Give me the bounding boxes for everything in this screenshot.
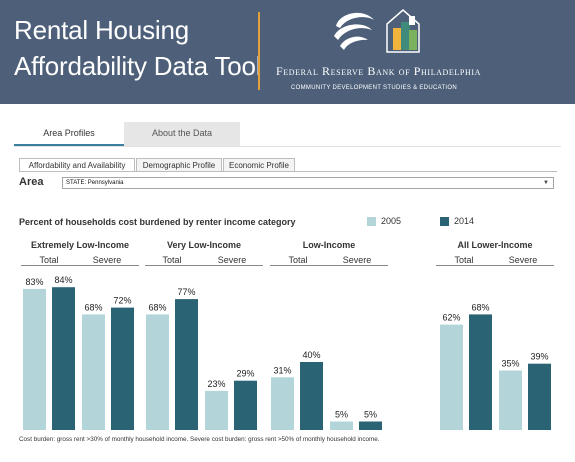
bar-2005-severe bbox=[205, 390, 228, 430]
bar-2005-severe bbox=[330, 421, 353, 430]
bar-2005-total bbox=[23, 288, 46, 430]
bar-value-label: 5% bbox=[335, 410, 348, 420]
legend-label-2005: 2005 bbox=[381, 216, 402, 226]
footnote: Cost burden: gross rent >30% of monthly … bbox=[19, 436, 380, 443]
app-title-line2: Affordability Data Tool bbox=[14, 51, 262, 81]
tab-about-the-data[interactable]: About the Data bbox=[124, 122, 240, 146]
community-development-logo-icon bbox=[386, 9, 420, 53]
column-label-total: Total bbox=[162, 255, 182, 265]
bar-2005-severe bbox=[82, 314, 105, 430]
bar-value-label: 40% bbox=[302, 350, 320, 360]
bar-value-label: 83% bbox=[25, 277, 43, 287]
fed-bank-name: Federal Reserve Bank of Philadelphia bbox=[276, 64, 481, 78]
bar-value-label: 5% bbox=[364, 410, 377, 420]
column-label-total: Total bbox=[288, 255, 308, 265]
legend-swatch-2014 bbox=[440, 217, 449, 226]
bar-value-label: 68% bbox=[148, 302, 166, 312]
bar-2014-total bbox=[300, 362, 323, 430]
bar-value-label: 68% bbox=[471, 302, 489, 312]
subtabs-divider bbox=[19, 171, 557, 172]
bar-value-label: 84% bbox=[54, 275, 72, 285]
bar-value-label: 62% bbox=[442, 313, 460, 323]
fed-eagle-logo-icon bbox=[334, 12, 374, 50]
bar-2005-total bbox=[440, 324, 463, 430]
area-dropdown[interactable]: STATE: Pennsylvania ▼ bbox=[62, 177, 554, 189]
group-underline bbox=[270, 265, 388, 266]
area-selected-value: STATE: Pennsylvania bbox=[66, 180, 124, 186]
bar-2014-severe bbox=[111, 307, 134, 430]
bar-2014-severe bbox=[528, 363, 551, 430]
group-label-low-income: Low-Income bbox=[302, 240, 356, 250]
bar-value-label: 29% bbox=[236, 369, 254, 379]
tabs-divider bbox=[14, 146, 561, 147]
column-label-severe: Severe bbox=[217, 255, 247, 265]
group-underline bbox=[145, 265, 263, 266]
group-underline bbox=[436, 265, 554, 266]
app-title: Rental Housing Affordability Data Tool bbox=[14, 12, 262, 84]
column-label-severe: Severe bbox=[342, 255, 372, 265]
tab-area-profiles[interactable]: Area Profiles bbox=[14, 122, 124, 146]
group-label-all-lower-income: All Lower-Income bbox=[457, 240, 533, 250]
chart-title: Percent of households cost burdened by r… bbox=[19, 217, 296, 227]
bar-2014-severe bbox=[359, 421, 382, 430]
column-label-severe: Severe bbox=[92, 255, 122, 265]
bar-value-label: 23% bbox=[207, 379, 225, 389]
app-title-line1: Rental Housing bbox=[14, 15, 189, 45]
bar-value-label: 68% bbox=[84, 302, 102, 312]
group-label-very-low-income: Very Low-Income bbox=[166, 240, 242, 250]
dropdown-caret-icon: ▼ bbox=[543, 180, 549, 186]
legend-swatch-2005 bbox=[367, 217, 376, 226]
column-label-total: Total bbox=[454, 255, 474, 265]
legend-label-2014: 2014 bbox=[454, 216, 475, 226]
bar-value-label: 35% bbox=[501, 359, 519, 369]
bar-2014-total bbox=[469, 314, 492, 430]
bar-value-label: 31% bbox=[273, 365, 291, 375]
column-label-total: Total bbox=[39, 255, 59, 265]
bar-value-label: 39% bbox=[530, 352, 548, 362]
bar-2014-total bbox=[52, 287, 75, 430]
area-label: Area bbox=[19, 176, 44, 188]
group-underline bbox=[21, 265, 139, 266]
bar-2005-severe bbox=[499, 370, 522, 430]
bar-value-label: 77% bbox=[177, 287, 195, 297]
fed-subtitle: COMMUNITY DEVELOPMENT STUDIES & EDUCATIO… bbox=[291, 85, 457, 91]
bar-2005-total bbox=[146, 314, 169, 430]
bar-2014-severe bbox=[234, 380, 257, 430]
bar-value-label: 72% bbox=[113, 296, 131, 306]
bar-2005-total bbox=[271, 377, 294, 430]
group-label-extremely-low-income: Extremely Low-Income bbox=[30, 240, 130, 250]
app-header: Rental Housing Affordability Data Tool F… bbox=[0, 0, 575, 104]
header-divider bbox=[258, 12, 260, 90]
bar-2014-total bbox=[175, 299, 198, 430]
column-label-severe: Severe bbox=[508, 255, 538, 265]
